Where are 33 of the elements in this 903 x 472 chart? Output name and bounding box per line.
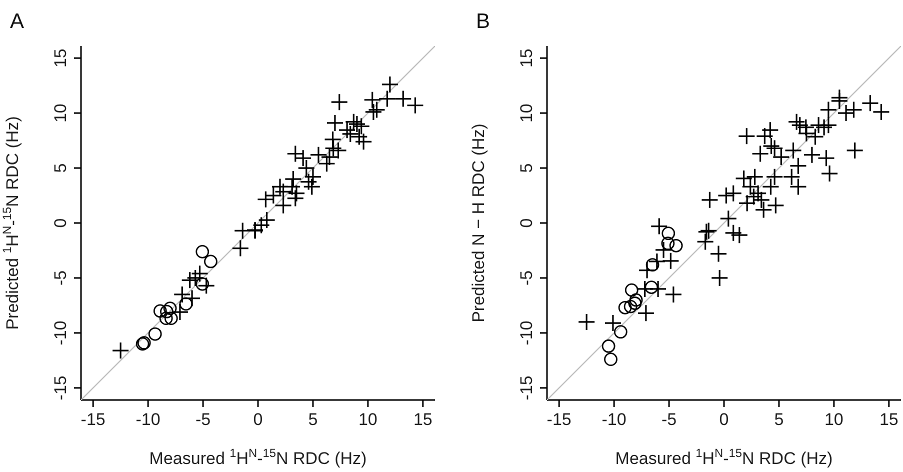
x-axis-title: Measured $^{1}$H$^{N}$-$^{15}$N RDC (Hz) [149,446,367,468]
x-tick-label: -10 [602,410,626,429]
x-tick-label: 5 [308,410,318,429]
y-tick-label: 10 [517,104,536,123]
y-tick-label: 5 [51,163,70,173]
x-tick-label: -5 [195,410,211,429]
y-tick-label: 0 [51,218,70,228]
x-tick-label: 10 [824,410,844,429]
y-tick-label: -10 [517,320,536,346]
y-tick-label: -15 [51,376,70,400]
x-tick-label: -10 [136,410,160,429]
chart-title: A [10,10,24,34]
chart-title: B [476,10,490,34]
y-tick-label: 15 [517,48,536,68]
x-tick-label: -15 [546,410,572,429]
y-tick-label: 15 [51,48,70,68]
x-tick-label: 15 [879,410,898,429]
y-tick-label: -10 [51,320,70,346]
y-tick-label: -15 [517,376,536,400]
x-tick-label: 5 [774,410,784,429]
y-tick-label: -5 [51,270,70,286]
y-tick-label: -5 [517,270,536,286]
y-tick-label: 5 [517,163,536,173]
y-axis-title: Predicted N − H RDC (Hz) [469,124,488,322]
x-tick-label: 10 [358,410,378,429]
x-tick-label: 0 [719,410,729,429]
x-tick-label: 0 [253,410,263,429]
x-tick-label: -15 [80,410,106,429]
x-axis-title: Measured $^{1}$H$^{N}$-$^{15}$N RDC (Hz) [615,446,833,468]
x-tick-label: -5 [661,410,677,429]
y-tick-label: 10 [51,104,70,123]
x-tick-label: 15 [413,410,432,429]
y-tick-label: 0 [517,218,536,228]
